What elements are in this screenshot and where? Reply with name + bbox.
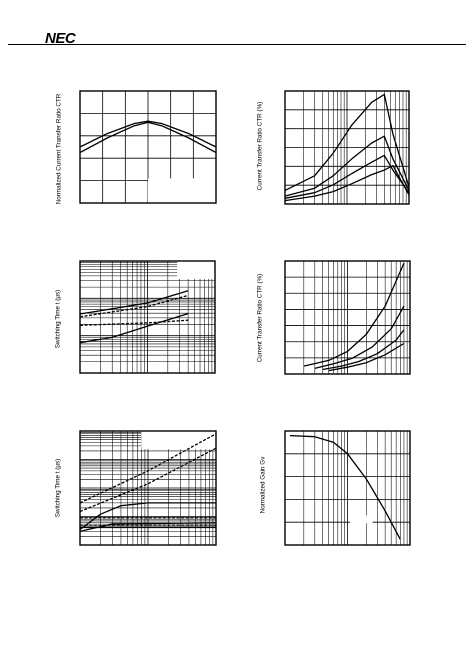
series-line (79, 121, 217, 154)
series-line (303, 263, 405, 367)
plot-frame (284, 430, 411, 546)
chart-4 (284, 260, 411, 375)
series-line (284, 164, 410, 202)
series-line (314, 305, 405, 370)
blank-region (350, 515, 373, 524)
chart-3 (79, 260, 216, 374)
series-line (79, 120, 217, 148)
chart-1 (79, 90, 217, 204)
chart-2 (284, 90, 410, 205)
series-line (79, 319, 189, 326)
series-line (289, 434, 401, 540)
series-line (79, 502, 216, 531)
blank-region (177, 261, 215, 279)
series-line (284, 93, 410, 191)
header-rule (8, 44, 466, 45)
series-line (328, 342, 405, 372)
series-line (322, 329, 405, 371)
series-line (79, 522, 217, 533)
series-line (79, 447, 217, 513)
chart-5 (79, 430, 217, 546)
series-line (284, 135, 410, 197)
plot-frame (284, 90, 410, 205)
series-line (79, 312, 189, 344)
plot-frame (79, 430, 217, 546)
blank-region (148, 178, 216, 203)
nec-logo: NEC (45, 30, 76, 47)
series-line (284, 154, 410, 199)
series-line (79, 433, 217, 504)
plot-frame (79, 260, 216, 374)
series-line (79, 290, 189, 315)
chart-6 (284, 430, 411, 546)
plot-frame (284, 260, 411, 375)
